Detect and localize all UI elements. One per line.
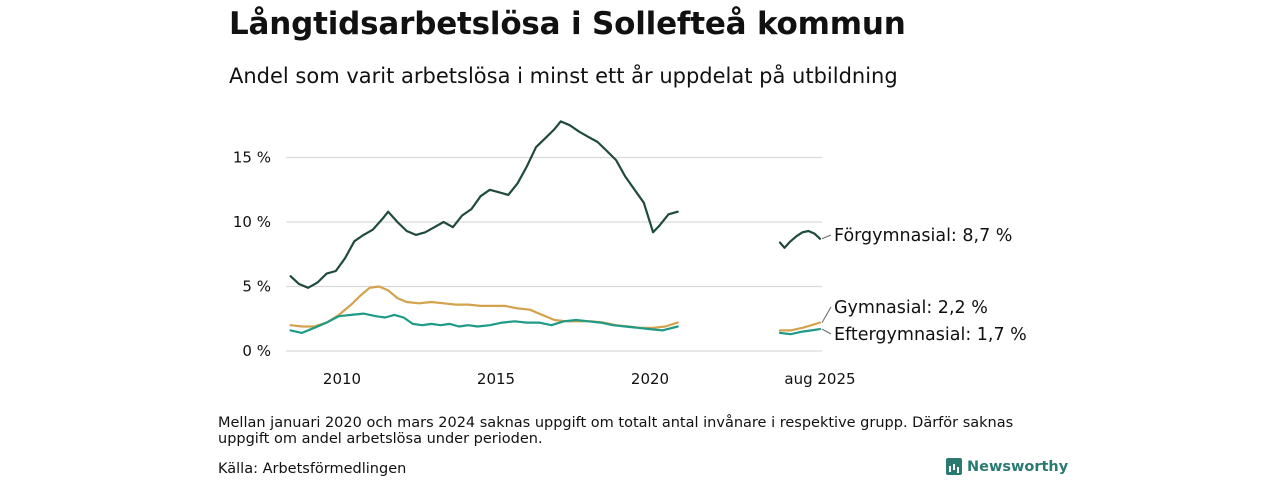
label-leader-line [821, 328, 832, 335]
y-tick-label: 0 % [242, 342, 271, 360]
label-leader-line [821, 234, 832, 240]
chart-title: Långtidsarbetslösa i Sollefteå kommun [229, 6, 906, 42]
series-line-gymnasial [289, 285, 679, 329]
x-tick-label: aug 2025 [784, 370, 855, 388]
footnote: Mellan januari 2020 och mars 2024 saknas… [218, 415, 1014, 447]
y-tick-label: 15 % [233, 149, 271, 167]
series-line-eftergymnasial [778, 328, 822, 336]
source-label: Källa: Arbetsförmedlingen [218, 461, 407, 477]
brand-logo[interactable]: Newsworthy [946, 458, 1068, 475]
series-line-förgymnasial [778, 229, 822, 249]
series-end-label: Eftergymnasial: 1,7 % [834, 325, 1027, 345]
chart-subtitle: Andel som varit arbetslösa i minst ett å… [229, 64, 898, 88]
series-end-label: Förgymnasial: 8,7 % [834, 226, 1012, 246]
series-line-förgymnasial [289, 120, 679, 289]
chart-logo-icon [946, 458, 962, 475]
x-tick-label: 2010 [323, 370, 361, 388]
y-tick-label: 5 % [242, 278, 271, 296]
brand-name: Newsworthy [967, 458, 1069, 475]
series-end-label: Gymnasial: 2,2 % [834, 298, 988, 318]
label-leader-line [821, 306, 832, 323]
x-tick-label: 2020 [631, 370, 669, 388]
y-axis-ticks: 0 % 5 % 10 % 15 % [233, 149, 271, 361]
line-chart: 0 % 5 % 10 % 15 % 2010 2015 2020 aug 2025 Förg… [233, 120, 1027, 388]
series-end-labels: Förgymnasial: 8,7 % Gymnasial: 2,2 % Efter… [821, 226, 1027, 345]
y-tick-label: 10 % [233, 213, 271, 231]
x-tick-label: 2015 [477, 370, 515, 388]
series-lines [289, 120, 822, 336]
series-line-gymnasial [778, 321, 822, 332]
series-line-eftergymnasial [289, 312, 679, 334]
grid-lines [286, 156, 822, 352]
x-axis-ticks: 2010 2015 2020 aug 2025 [323, 370, 856, 388]
